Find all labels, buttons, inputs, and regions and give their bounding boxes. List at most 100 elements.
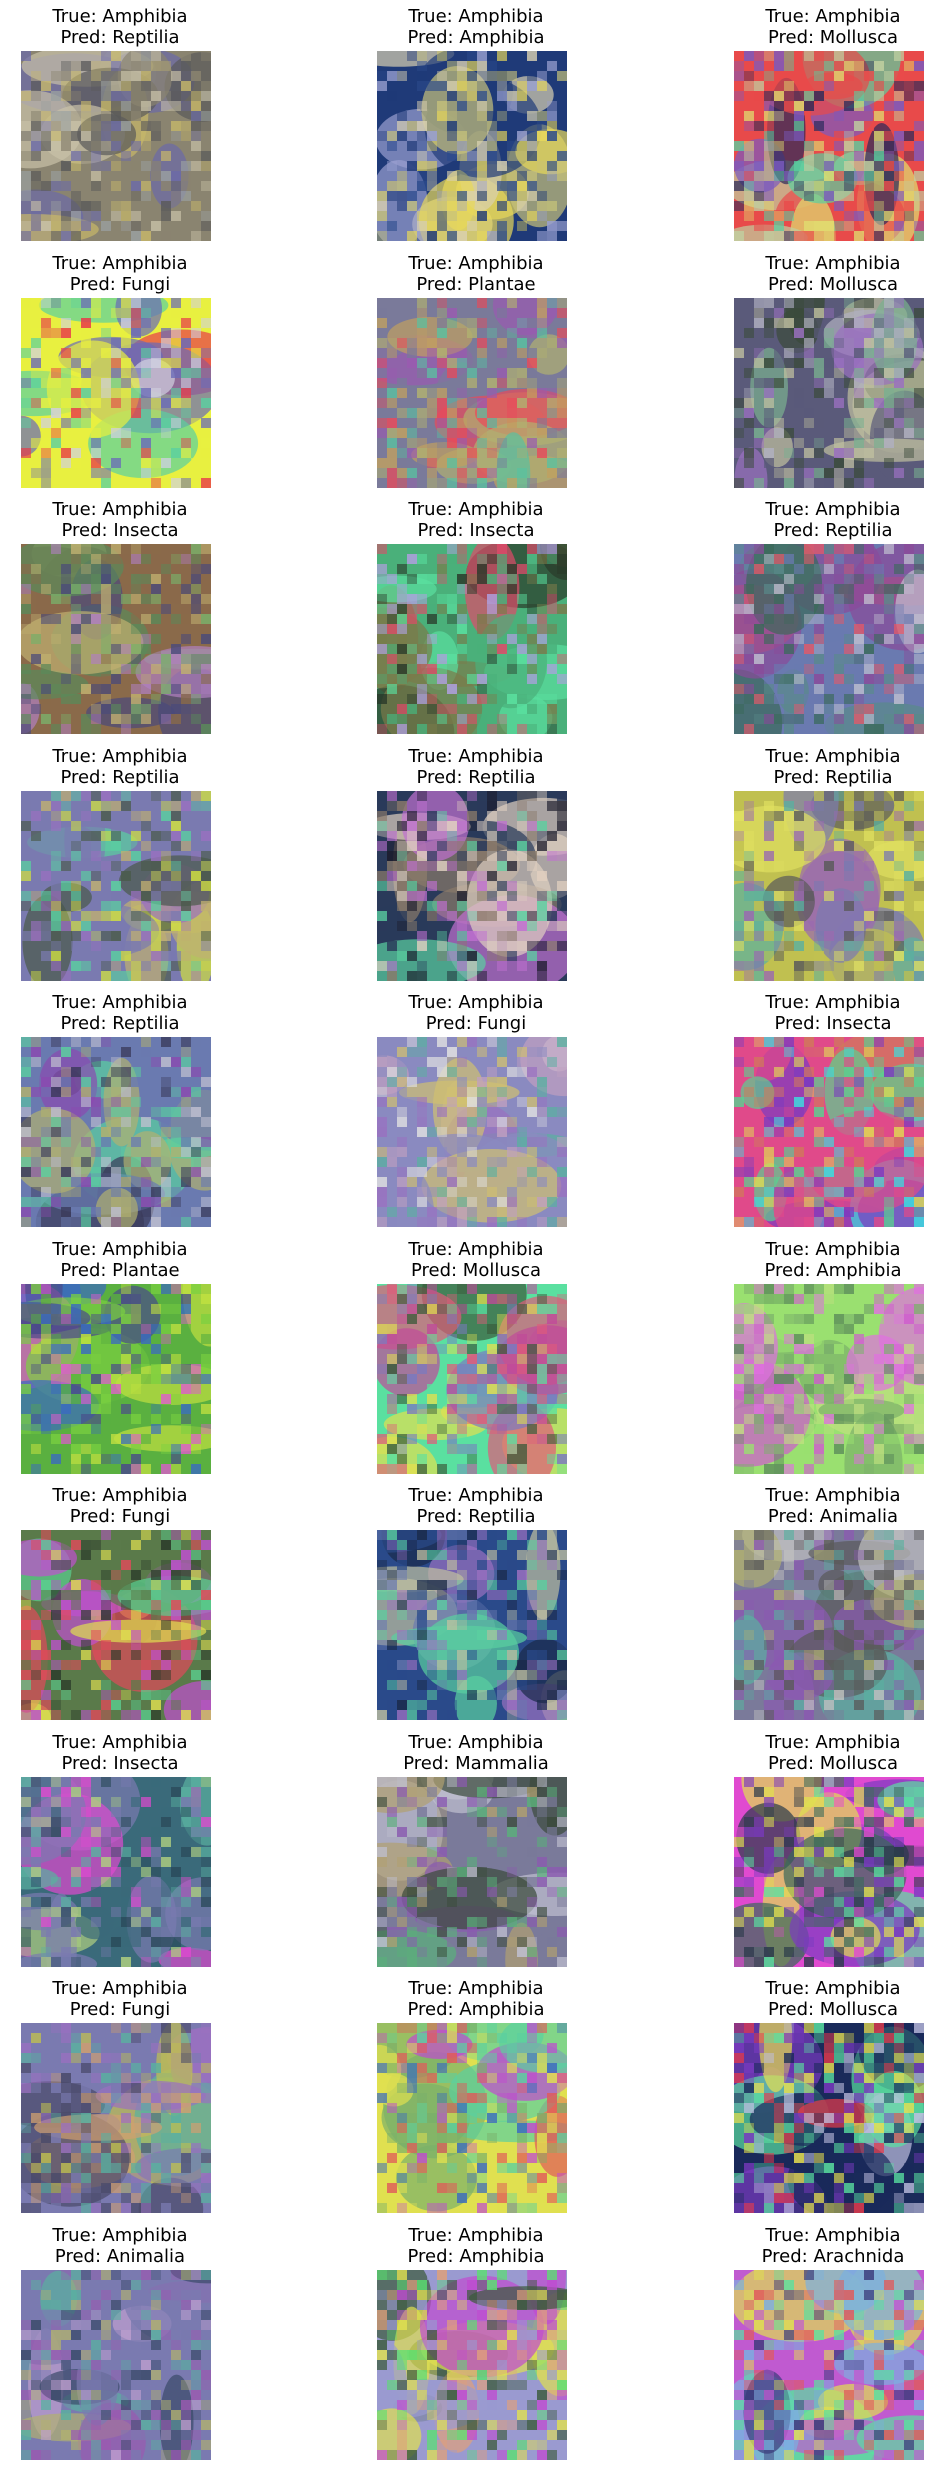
cell-title: True: Amphibia Pred: Arachnida xyxy=(713,2225,926,2267)
cell-title: True: Amphibia Pred: Mollusca xyxy=(713,253,926,295)
noisy-image-thumbnail xyxy=(734,1777,924,1967)
pred-label: Pred: Mollusca xyxy=(767,1999,899,2020)
prediction-cell: True: Amphibia Pred: Fungi xyxy=(0,1479,240,1725)
true-label: True: Amphibia xyxy=(52,1485,188,1506)
pred-label: Pred: Plantae xyxy=(60,1260,180,1281)
cell-title: True: Amphibia Pred: Fungi xyxy=(0,1485,240,1527)
true-label: True: Amphibia xyxy=(52,499,188,520)
cell-title: True: Amphibia Pred: Animalia xyxy=(713,1485,926,1527)
cell-title: True: Amphibia Pred: Insecta xyxy=(356,499,596,541)
cell-title: True: Amphibia Pred: Mollusca xyxy=(713,1978,926,2020)
pred-label: Pred: Animalia xyxy=(767,1506,899,1527)
prediction-cell: True: Amphibia Pred: Reptilia xyxy=(713,740,926,986)
pred-label: Pred: Insecta xyxy=(417,520,535,541)
pred-label: Pred: Amphibia xyxy=(764,1260,902,1281)
pred-label: Pred: Reptilia xyxy=(60,767,180,788)
prediction-cell: True: Amphibia Pred: Mollusca xyxy=(713,0,926,246)
true-label: True: Amphibia xyxy=(765,253,901,274)
prediction-cell: True: Amphibia Pred: Amphibia xyxy=(356,2219,596,2465)
true-label: True: Amphibia xyxy=(408,1732,544,1753)
true-label: True: Amphibia xyxy=(765,1978,901,1999)
cell-title: True: Amphibia Pred: Mollusca xyxy=(713,1732,926,1774)
true-label: True: Amphibia xyxy=(765,1485,901,1506)
prediction-cell: True: Amphibia Pred: Insecta xyxy=(713,986,926,1232)
noisy-image-thumbnail xyxy=(377,2023,567,2213)
cell-title: True: Amphibia Pred: Reptilia xyxy=(356,746,596,788)
prediction-cell: True: Amphibia Pred: Fungi xyxy=(0,247,240,493)
true-label: True: Amphibia xyxy=(52,253,188,274)
prediction-cell: True: Amphibia Pred: Plantae xyxy=(356,247,596,493)
prediction-cell: True: Amphibia Pred: Insecta xyxy=(356,493,596,739)
cell-title: True: Amphibia Pred: Reptilia xyxy=(713,746,926,788)
noisy-image-thumbnail xyxy=(21,791,211,981)
noisy-image-thumbnail xyxy=(21,1777,211,1967)
pred-label: Pred: Plantae xyxy=(416,274,536,295)
prediction-cell: True: Amphibia Pred: Reptilia xyxy=(356,1479,596,1725)
prediction-cell: True: Amphibia Pred: Amphibia xyxy=(713,1233,926,1479)
noisy-image-thumbnail xyxy=(377,1530,567,1720)
prediction-cell: True: Amphibia Pred: Reptilia xyxy=(0,740,240,986)
prediction-cell: True: Amphibia Pred: Arachnida xyxy=(713,2219,926,2465)
cell-title: True: Amphibia Pred: Fungi xyxy=(0,253,240,295)
cell-title: True: Amphibia Pred: Reptilia xyxy=(0,6,240,48)
noisy-image-thumbnail xyxy=(21,1530,211,1720)
prediction-cell: True: Amphibia Pred: Reptilia xyxy=(0,0,240,246)
true-label: True: Amphibia xyxy=(52,1732,188,1753)
true-label: True: Amphibia xyxy=(408,746,544,767)
cell-title: True: Amphibia Pred: Animalia xyxy=(0,2225,240,2267)
cell-title: True: Amphibia Pred: Fungi xyxy=(0,1978,240,2020)
true-label: True: Amphibia xyxy=(408,253,544,274)
cell-title: True: Amphibia Pred: Reptilia xyxy=(0,746,240,788)
noisy-image-thumbnail xyxy=(734,51,924,241)
true-label: True: Amphibia xyxy=(765,746,901,767)
prediction-cell: True: Amphibia Pred: Reptilia xyxy=(356,740,596,986)
noisy-image-thumbnail xyxy=(734,1530,924,1720)
prediction-cell: True: Amphibia Pred: Insecta xyxy=(0,1726,240,1972)
noisy-image-thumbnail xyxy=(377,298,567,488)
noisy-image-thumbnail xyxy=(734,544,924,734)
pred-label: Pred: Mollusca xyxy=(767,27,899,48)
cell-title: True: Amphibia Pred: Mollusca xyxy=(713,6,926,48)
noisy-image-thumbnail xyxy=(734,2023,924,2213)
cell-title: True: Amphibia Pred: Fungi xyxy=(356,992,596,1034)
cell-title: True: Amphibia Pred: Mammalia xyxy=(356,1732,596,1774)
pred-label: Pred: Amphibia xyxy=(407,27,545,48)
pred-label: Pred: Amphibia xyxy=(407,1999,545,2020)
pred-label: Pred: Mollusca xyxy=(767,274,899,295)
true-label: True: Amphibia xyxy=(52,2225,188,2246)
noisy-image-thumbnail xyxy=(734,298,924,488)
noisy-image-thumbnail xyxy=(21,51,211,241)
noisy-image-thumbnail xyxy=(21,298,211,488)
noisy-image-thumbnail xyxy=(21,2023,211,2213)
pred-label: Pred: Fungi xyxy=(69,1999,171,2020)
pred-label: Pred: Amphibia xyxy=(407,2246,545,2267)
true-label: True: Amphibia xyxy=(765,1732,901,1753)
pred-label: Pred: Reptilia xyxy=(773,520,893,541)
prediction-cell: True: Amphibia Pred: Reptilia xyxy=(713,493,926,739)
cell-title: True: Amphibia Pred: Amphibia xyxy=(356,2225,596,2267)
noisy-image-thumbnail xyxy=(734,2270,924,2460)
true-label: True: Amphibia xyxy=(765,499,901,520)
prediction-cell: True: Amphibia Pred: Mollusca xyxy=(713,247,926,493)
noisy-image-thumbnail xyxy=(377,791,567,981)
noisy-image-thumbnail xyxy=(377,1037,567,1227)
noisy-image-thumbnail xyxy=(377,1777,567,1967)
true-label: True: Amphibia xyxy=(408,992,544,1013)
cell-title: True: Amphibia Pred: Amphibia xyxy=(356,6,596,48)
noisy-image-thumbnail xyxy=(21,544,211,734)
prediction-cell: True: Amphibia Pred: Insecta xyxy=(0,493,240,739)
noisy-image-thumbnail xyxy=(21,2270,211,2460)
prediction-cell: True: Amphibia Pred: Mollusca xyxy=(713,1726,926,1972)
cell-title: True: Amphibia Pred: Plantae xyxy=(356,253,596,295)
prediction-cell: True: Amphibia Pred: Mammalia xyxy=(356,1726,596,1972)
pred-label: Pred: Fungi xyxy=(425,1013,527,1034)
true-label: True: Amphibia xyxy=(52,992,188,1013)
pred-label: Pred: Reptilia xyxy=(416,1506,536,1527)
noisy-image-thumbnail xyxy=(377,2270,567,2460)
pred-label: Pred: Insecta xyxy=(774,1013,892,1034)
noisy-image-thumbnail xyxy=(21,1037,211,1227)
cell-title: True: Amphibia Pred: Insecta xyxy=(0,499,240,541)
noisy-image-thumbnail xyxy=(734,1037,924,1227)
prediction-cell: True: Amphibia Pred: Reptilia xyxy=(0,986,240,1232)
